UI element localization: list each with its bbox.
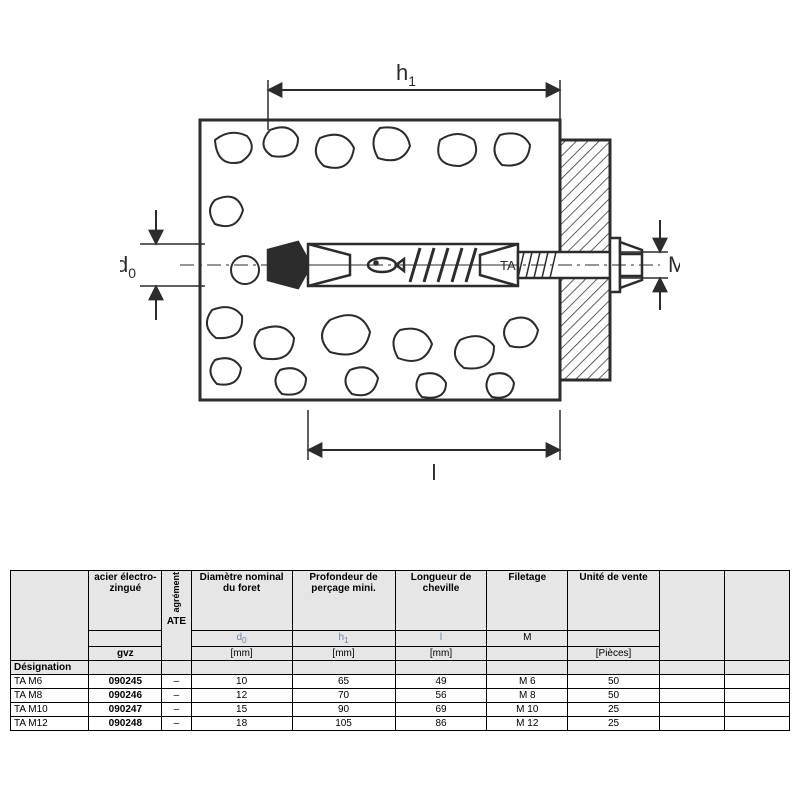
svg-text:l: l: [432, 460, 437, 485]
table-row: TA M12 090248 – 18 105 86 M 12 25: [11, 717, 790, 731]
table-row: TA M10 090247 – 15 90 69 M 10 25: [11, 703, 790, 717]
col-h1: Profondeur de perçage mini.: [292, 571, 395, 631]
col-d0: Diamètre nominal du foret: [191, 571, 292, 631]
col-gvz: acier électro-zingué: [89, 571, 162, 631]
col-m: Filetage: [487, 571, 568, 631]
designation-label: Désignation: [11, 661, 89, 675]
svg-text:d0: d0: [120, 252, 136, 281]
svg-text:h1: h1: [396, 60, 416, 89]
svg-text:M: M: [668, 252, 680, 277]
table-row: TA M8 090246 – 12 70 56 M 8 50: [11, 689, 790, 703]
table-row: TA M6 090245 – 10 65 49 M 6 50: [11, 675, 790, 689]
technical-diagram: TA: [120, 20, 680, 520]
col-uv: Unité de vente: [568, 571, 660, 631]
col-ate: agrémentATE: [162, 571, 191, 661]
spec-table: acier électro-zingué agrémentATE Diamètr…: [10, 570, 790, 731]
col-l: Longueur de cheville: [395, 571, 487, 631]
